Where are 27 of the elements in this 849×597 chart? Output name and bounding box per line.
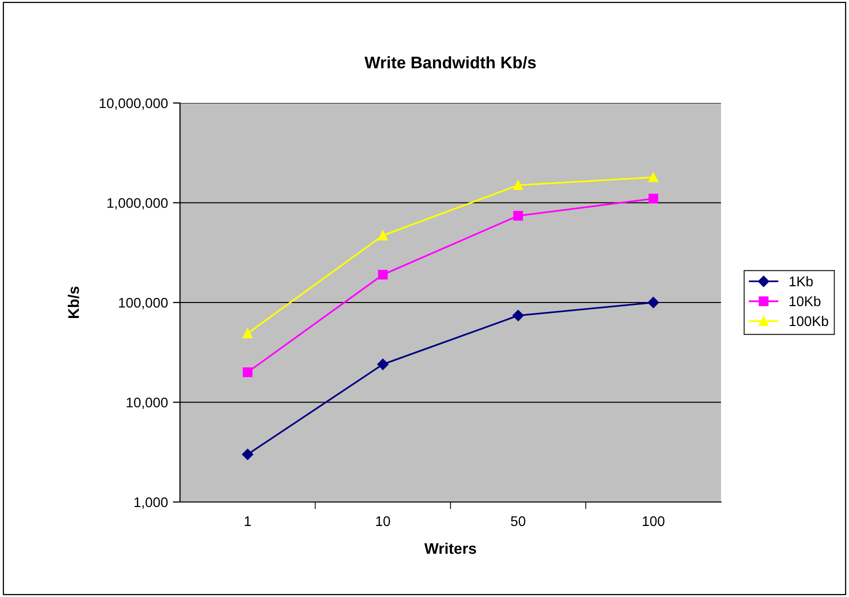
- x-tick-label: 100: [642, 516, 664, 526]
- y-tick-label: 10,000: [126, 398, 168, 410]
- point: [513, 180, 523, 190]
- y-tick-label: 10,000,000: [100, 98, 168, 110]
- x-axis-title: Writers: [424, 542, 476, 554]
- point: [377, 358, 388, 370]
- point: [648, 172, 658, 182]
- x-tick-label: 1: [244, 516, 251, 526]
- legend-label: 10Kb: [790, 296, 820, 306]
- point: [648, 194, 658, 204]
- point: [513, 210, 523, 221]
- x-tick-label: 50: [510, 516, 526, 526]
- point: [378, 270, 388, 280]
- chart-title: Write Bandwidth Kb/s: [364, 56, 536, 69]
- legend-label: 1Kb: [790, 276, 813, 286]
- point: [242, 448, 254, 460]
- point: [512, 310, 524, 322]
- point: [242, 328, 252, 338]
- y-tick-label: 1,000,000: [107, 198, 168, 210]
- y-axis-title: Kb/s: [68, 286, 80, 318]
- legend-label: 100Kb: [790, 316, 828, 326]
- point: [242, 367, 252, 378]
- y-tick-label: 100,000: [119, 298, 168, 310]
- y-tick-label: 1,000: [134, 497, 168, 509]
- point: [378, 230, 388, 240]
- x-tick-label: 10: [376, 516, 390, 526]
- point: [648, 296, 659, 308]
